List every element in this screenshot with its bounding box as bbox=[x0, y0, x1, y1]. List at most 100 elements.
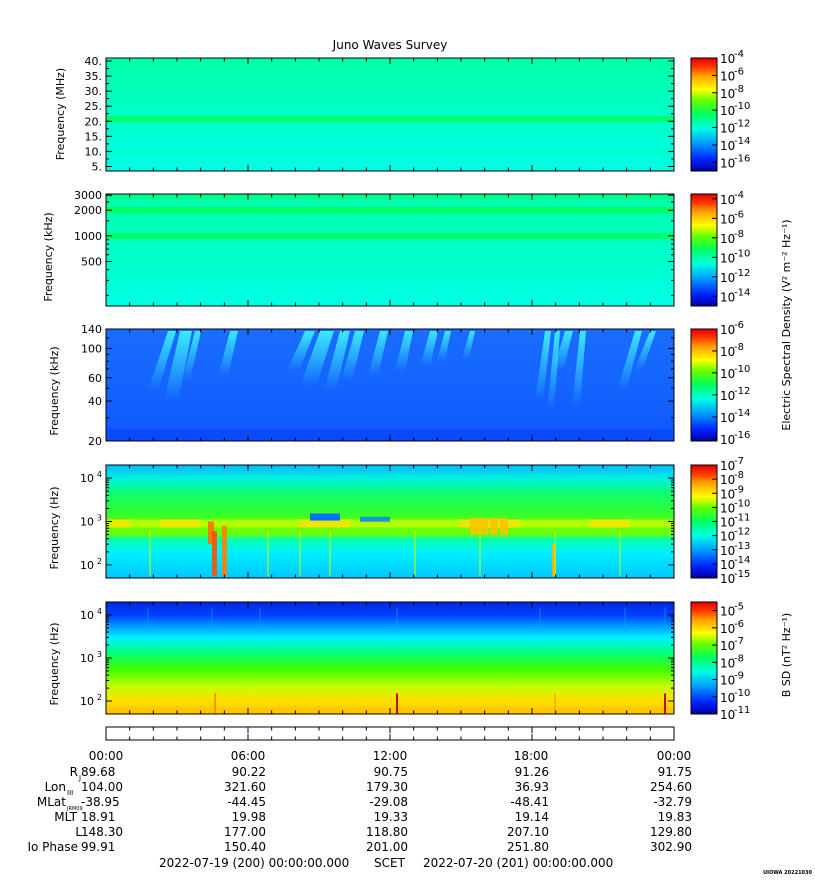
emission-band bbox=[106, 259, 674, 263]
colorbar-tick-label: 10 bbox=[720, 389, 735, 403]
colorbar-tick-label: 10 bbox=[720, 69, 735, 83]
colorbar-tick-label: 10 bbox=[720, 156, 735, 170]
ephemeris-value: 90.75 bbox=[374, 765, 408, 779]
colorbar-tick-exponent: -8 bbox=[734, 84, 744, 95]
colorbar-tick-label: 10 bbox=[720, 290, 735, 304]
y-tick-label: 1000 bbox=[74, 230, 102, 243]
colorbar-tick-exponent: -14 bbox=[734, 287, 750, 298]
colorbar-tick-label: 10 bbox=[720, 487, 735, 501]
colorbar-tick-exponent: -10 bbox=[734, 364, 750, 375]
ephemeris-value: 89.68 bbox=[81, 765, 115, 779]
colorbar-tick-label: 10 bbox=[720, 530, 735, 544]
colorbar-tick-exponent: -14 bbox=[734, 136, 750, 147]
radio-burst bbox=[182, 331, 201, 381]
y-tick-label: 100 bbox=[81, 342, 102, 355]
ephemeris-time-label: 00:00 bbox=[657, 749, 692, 763]
radio-burst bbox=[553, 331, 573, 371]
ephemeris-value: 150.40 bbox=[224, 840, 266, 854]
radio-burst bbox=[462, 331, 475, 359]
colorbar-tick-exponent: -8 bbox=[734, 653, 744, 664]
footer-scet: SCET bbox=[374, 856, 406, 870]
emission-band bbox=[106, 116, 674, 123]
colorbar-tick-exponent: -7 bbox=[734, 456, 744, 467]
colorbar-tick-exponent: -11 bbox=[734, 513, 750, 524]
emission-patch bbox=[360, 516, 390, 522]
emission-spike bbox=[208, 521, 214, 545]
radio-burst bbox=[368, 331, 388, 376]
colorbar-tick-label: 10 bbox=[720, 271, 735, 285]
colorbar-tick-label: 10 bbox=[720, 558, 735, 572]
ephemeris-value: 201.00 bbox=[366, 840, 408, 854]
colorbar-tick-exponent: -10 bbox=[734, 101, 750, 112]
ephemeris-value: 36.93 bbox=[515, 780, 549, 794]
ephemeris-value: 254.60 bbox=[650, 780, 692, 794]
panel-5-spectrogram bbox=[106, 602, 674, 714]
colorbar-tick-exponent: -10 bbox=[734, 688, 750, 699]
colorbar bbox=[690, 328, 718, 442]
colorbar-tick-exponent: -6 bbox=[734, 320, 744, 331]
colorbar-tick-label: 10 bbox=[720, 459, 735, 473]
radio-burst bbox=[634, 331, 656, 371]
y-tick-exponent: 4 bbox=[97, 607, 102, 616]
emission-band bbox=[106, 519, 674, 528]
emission-patch bbox=[110, 519, 130, 528]
y-tick-label: 10 bbox=[80, 559, 94, 572]
colorbar-tick-exponent: -7 bbox=[734, 636, 744, 647]
colorbar-tick-label: 10 bbox=[720, 345, 735, 359]
colorbar-tick-label: 10 bbox=[720, 674, 735, 688]
colorbar-tick-label: 10 bbox=[720, 544, 735, 558]
radio-burst bbox=[300, 331, 334, 386]
colorbar-tick-label: 10 bbox=[720, 691, 735, 705]
radio-burst bbox=[420, 331, 438, 366]
colorbar bbox=[690, 57, 718, 172]
y-tick-label: 25. bbox=[85, 100, 103, 113]
colorbar-tick-label: 10 bbox=[720, 473, 735, 487]
ephemeris-row-subscript: J bbox=[78, 774, 81, 782]
colorbar-tick-label: 10 bbox=[720, 516, 735, 530]
radio-burst bbox=[218, 331, 238, 376]
radio-burst bbox=[164, 331, 192, 401]
ephemeris-row-label: Lon bbox=[45, 780, 66, 794]
y-tick-label: 10 bbox=[80, 609, 94, 622]
emission-spike bbox=[222, 525, 227, 577]
colorbar-tick-exponent: -12 bbox=[734, 386, 750, 397]
colorbar-tick-label: 10 bbox=[720, 639, 735, 653]
ephemeris-row-subscript: JRM09 bbox=[66, 806, 83, 812]
emission-band bbox=[106, 232, 674, 239]
panel-2: 3000 2000 1000 500 Frequency (kHz) bbox=[42, 189, 675, 307]
ephemeris-value: 177.00 bbox=[224, 825, 266, 839]
radio-burst bbox=[535, 331, 551, 401]
emission-patch bbox=[500, 518, 508, 535]
ephemeris-row-label: L bbox=[75, 825, 82, 839]
ephemeris-row-label: MLT bbox=[54, 810, 77, 824]
colorbar-tick-exponent: -14 bbox=[734, 555, 750, 566]
ephemeris-row-subscript: III bbox=[67, 789, 73, 797]
emission-patch bbox=[590, 519, 630, 528]
y-tick-exponent: 3 bbox=[97, 514, 102, 523]
ephemeris-row-label: Io Phase bbox=[27, 840, 78, 854]
ephemeris-value: 179.30 bbox=[366, 780, 408, 794]
radio-burst bbox=[324, 331, 350, 391]
colorbar bbox=[690, 601, 718, 715]
colorbar-tick-label: 10 bbox=[720, 323, 735, 337]
colorbar-tick-exponent: -8 bbox=[734, 342, 744, 353]
ephemeris-value: 99.91 bbox=[81, 840, 115, 854]
colorbar-tick-label: 10 bbox=[720, 411, 735, 425]
ephemeris-value: 19.33 bbox=[374, 810, 408, 824]
y-tick-label: 35. bbox=[85, 70, 103, 83]
ephemeris-value: 207.10 bbox=[507, 825, 549, 839]
emission-patch bbox=[478, 518, 488, 535]
colorbar-tick-label: 10 bbox=[720, 212, 735, 226]
panel-3-ticks: 140 100 60 40 20 bbox=[81, 323, 675, 448]
ephemeris-value: 148.30 bbox=[81, 825, 123, 839]
emission-spike bbox=[212, 531, 217, 577]
colorbar-tick-exponent: -5 bbox=[734, 602, 744, 613]
panel-2-ticks: 3000 2000 1000 500 bbox=[74, 189, 675, 306]
panel-1-ylabel: Frequency (MHz) bbox=[54, 68, 67, 160]
ephemeris-value: 90.22 bbox=[232, 765, 266, 779]
ephemeris-time-label: 00:00 bbox=[89, 749, 124, 763]
